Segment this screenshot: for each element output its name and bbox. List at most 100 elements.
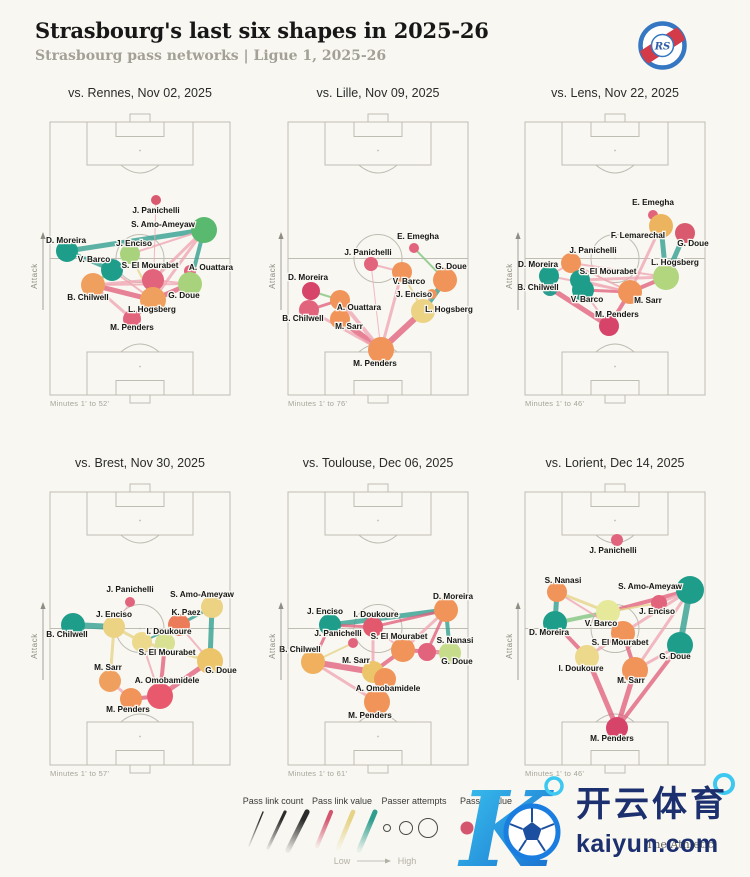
player-node: [606, 717, 628, 739]
pass-network-panel-lorient: vs. Lorient, Dec 14, 2025 J. Panichelli S…: [505, 456, 740, 792]
swirl-icon: [544, 776, 564, 796]
swirl-icon: [713, 773, 735, 795]
player-node: [611, 534, 623, 546]
player-node: [418, 643, 436, 661]
minutes-label: Minutes 1' to 46': [525, 399, 585, 408]
player-label: M. Penders: [595, 310, 639, 319]
player-label: J. Panichelli: [314, 629, 361, 638]
player-node: [651, 595, 667, 611]
pass-link: [92, 283, 191, 286]
legend-high-label: High: [398, 856, 417, 866]
player-label: G. Doue: [435, 262, 467, 271]
player-node: [302, 282, 320, 300]
player-label: J. Enciso: [116, 239, 152, 248]
player-label: J. Panichelli: [569, 246, 616, 255]
player-node: [439, 642, 461, 664]
pass-link: [570, 262, 667, 278]
player-labels: J. Panichelli S. Nanasi S. Amo-Ameyaw J. En…: [528, 545, 693, 745]
player-node: [561, 253, 581, 273]
page-subtitle: Strasbourg pass networks | Ligue 1, 2025…: [35, 48, 387, 64]
player-label: S. Amo-Ameyaw: [131, 220, 195, 229]
player-node: [575, 645, 599, 669]
player-labels: J. Panichelli S. Amo-Ameyaw J. Enciso K. Pa…: [45, 584, 238, 716]
player-nodes: [301, 598, 461, 715]
player-label: I. Doukoure: [353, 610, 398, 619]
legend-attempts-circle: [418, 818, 438, 838]
pass-link: [584, 654, 620, 731]
player-node: [191, 217, 217, 243]
player-label: S. El Mourabet: [122, 261, 179, 270]
player-node: [542, 280, 558, 296]
player-label: S. El Mourabet: [371, 632, 428, 641]
player-node: [56, 240, 78, 262]
pass-network-panel-rennes: vs. Rennes, Nov 02, 2025 J. Panichelli S.…: [30, 86, 265, 422]
player-node: [120, 244, 140, 264]
player-label: B. Chilwell: [517, 283, 558, 292]
pass-network-panel-lens: vs. Lens, Nov 22, 2025 E. Emegha F. Lemar…: [505, 86, 740, 422]
player-nodes: [61, 596, 223, 710]
legend-count-line: [248, 811, 264, 847]
player-node: [125, 597, 135, 607]
attack-label: Attack: [505, 633, 514, 659]
attack-label: Attack: [268, 633, 277, 659]
player-label: S. El Mourabet: [592, 638, 649, 647]
legend-low-label: Low: [334, 856, 351, 866]
player-label: M. Penders: [110, 323, 154, 332]
pitch-svg: J. Panichelli S. Amo-Ameyaw D. Moreira J. E…: [30, 113, 235, 404]
player-node: [363, 617, 383, 637]
player-node: [132, 632, 152, 652]
watermark-brand-cn: 开云体育: [576, 785, 728, 824]
attack-direction: Attack: [268, 602, 284, 680]
player-label: V. Barco: [585, 619, 617, 628]
player-label: E. Emegha: [632, 198, 674, 207]
soccer-ball-icon: [503, 803, 561, 861]
player-label: B. Chilwell: [67, 293, 108, 302]
player-label: I. Doukoure: [146, 627, 191, 636]
player-label: J. Panichelli: [106, 585, 153, 594]
legend-count-line: [285, 809, 310, 853]
player-label: E. Emegha: [397, 232, 439, 241]
player-node: [618, 280, 642, 304]
match-title: vs. Lorient, Dec 14, 2025: [545, 456, 685, 470]
pitch-svg: J. Panichelli S. Nanasi S. Amo-Ameyaw J. En…: [505, 483, 706, 774]
player-node: [201, 596, 223, 618]
legend-pass-link-value-label: Pass link value: [312, 796, 372, 806]
pass-link: [615, 643, 682, 730]
player-node: [330, 309, 350, 329]
legend: Pass link count Pass link value Passer a…: [243, 796, 512, 866]
match-title: vs. Lens, Nov 22, 2025: [551, 86, 679, 100]
attack-direction: Attack: [30, 232, 46, 310]
player-nodes: [539, 210, 695, 336]
pass-link: [370, 263, 382, 351]
player-labels: E. Emegha J. Panichelli V. Barco G. Doue J. …: [281, 231, 474, 370]
pass-network-panel-toulouse: vs. Toulouse, Dec 06, 2025 D. Moreira J. …: [268, 456, 503, 792]
player-label: D. Moreira: [518, 260, 558, 269]
player-node: [99, 670, 121, 692]
player-label: S. Amo-Ameyaw: [170, 590, 234, 599]
player-node: [151, 195, 161, 205]
player-node: [409, 243, 419, 253]
pass-link: [633, 588, 692, 672]
legend-arrow-head: [385, 858, 391, 864]
player-label: S. El Mourabet: [580, 267, 637, 276]
player-label: V. Barco: [571, 295, 603, 304]
player-label: L. Hogsberg: [425, 305, 473, 314]
player-node: [178, 272, 202, 296]
minutes-label: Minutes 1' to 57': [50, 769, 110, 778]
attack-direction: Attack: [268, 232, 284, 310]
pass-link: [327, 607, 449, 628]
player-node: [649, 214, 673, 238]
player-node: [140, 287, 166, 313]
player-label: B. Chilwell: [282, 314, 323, 323]
player-label: M. Sarr: [634, 296, 663, 305]
player-label: M. Sarr: [617, 676, 646, 685]
player-label: K. Paez: [171, 608, 200, 617]
player-label: F. Lemarechal: [611, 231, 665, 240]
player-label: I. Doukoure: [558, 664, 603, 673]
player-label: D. Moreira: [529, 628, 569, 637]
player-label: S. El Mourabet: [139, 648, 196, 657]
legend-value-dot: [478, 821, 492, 835]
legend-passer-value-label: Passer value: [460, 796, 512, 806]
player-node: [155, 633, 175, 653]
